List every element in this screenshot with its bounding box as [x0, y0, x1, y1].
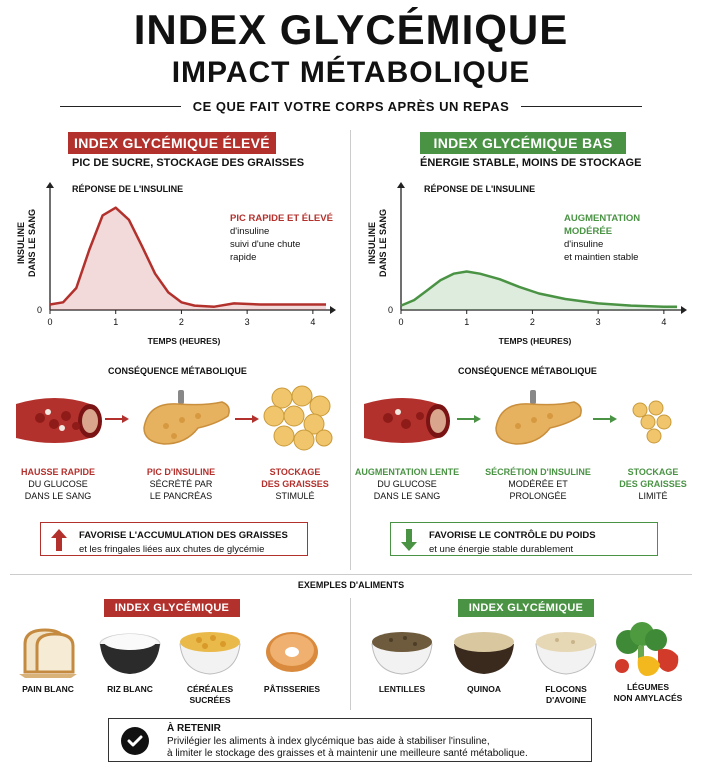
food-item: LÉGUMES NON AMYLACÉS — [608, 620, 688, 704]
low-chart-annotation: AUGMENTATION MODÉRÉE d'insuline et maint… — [564, 213, 641, 263]
food-item: FLOCONS D'AVOINE — [526, 622, 606, 706]
high-y-tick-label: 0 — [37, 305, 42, 315]
blood-vessel-icon — [364, 398, 450, 443]
high-chart-xlabel: TEMPS (HEURES) — [148, 336, 221, 346]
low-step-2: SÉCRÉTION D'INSULINE MODÉRÉE ET PROLONGÉE — [485, 467, 591, 501]
high-chart-annotation: PIC RAPIDE ET ÉLEVÉ d'insuline suivi d'u… — [230, 213, 333, 263]
lentils-bowl-icon — [371, 632, 433, 675]
high-y-axis-arrow — [46, 182, 54, 188]
low-x-tick-label: 1 — [464, 317, 469, 327]
food-item: QUINOA — [444, 622, 524, 695]
fat-cells-small-icon — [632, 400, 672, 444]
arrow-down-icon — [401, 529, 417, 551]
high-x-axis-arrow — [330, 306, 336, 314]
tagline: CE QUE FAIT VOTRE CORPS APRÈS UN REPAS — [0, 98, 702, 116]
low-x-tick-label: 2 — [530, 317, 535, 327]
flow-arrow-icon — [593, 415, 617, 423]
high-series-line — [49, 206, 326, 308]
high-effect-box: FAVORISE L'ACCUMULATION DES GRAISSES et l… — [40, 522, 308, 556]
tagline-text: CE QUE FAIT VOTRE CORPS APRÈS UN REPAS — [180, 99, 522, 114]
foods-low-badge: INDEX GLYCÉMIQUE BAS — [458, 599, 594, 632]
high-x-tick-label: 0 — [47, 317, 52, 327]
low-series-line — [400, 270, 677, 308]
takeaway-title: À RETENIR — [167, 723, 221, 734]
high-x-tick-label: 1 — [113, 317, 118, 327]
foods-high-badge: INDEX GLYCÉMIQUE ÉLEVÉ — [104, 599, 240, 632]
low-y-tick-label: 0 — [388, 305, 393, 315]
high-gi-tagline: PIC DE SUCRE, STOCKAGE DES GRAISSES — [72, 157, 305, 169]
rice-bowl-icon — [99, 633, 161, 674]
low-chart-title: RÉPONSE DE L'INSULINE — [424, 184, 536, 194]
low-step-3: STOCKAGE DES GRAISSES LIMITÉ — [619, 467, 687, 501]
low-gi-tagline: ÉNERGIE STABLE, MOINS DE STOCKAGE — [420, 157, 642, 169]
low-x-tick-label: 3 — [596, 317, 601, 327]
food-item: LENTILLES — [362, 622, 442, 695]
food-item: PÂTISSERIES — [252, 622, 332, 695]
food-column-divider — [350, 598, 351, 710]
low-x-tick-label: 4 — [661, 317, 666, 327]
page-subtitle: IMPACT MÉTABOLIQUE — [171, 56, 531, 89]
flow-arrow-icon — [457, 415, 481, 423]
high-consequence-title: CONSÉQUENCE MÉTABOLIQUE — [108, 366, 247, 376]
food-item: RIZ BLANC — [90, 622, 170, 695]
low-chart-xlabel: TEMPS (HEURES) — [499, 336, 572, 346]
high-x-tick-label: 4 — [310, 317, 315, 327]
pancreas-icon — [495, 390, 582, 445]
low-gi-badge: INDEX GLYCÉMIQUE BAS — [420, 132, 626, 154]
arrow-up-icon — [51, 529, 67, 551]
low-x-tick-label: 0 — [398, 317, 403, 327]
low-x-axis-arrow — [681, 306, 687, 314]
low-consequence-title: CONSÉQUENCE MÉTABOLIQUE — [458, 366, 597, 376]
high-insulin-chart: 0 1 2 3 4 0 TEMPS (HEURES) — [37, 182, 336, 346]
high-x-tick-label: 3 — [245, 317, 250, 327]
high-gi-badge: INDEX GLYCÉMIQUE ÉLEVÉ — [68, 132, 276, 154]
low-area-fill — [401, 271, 677, 310]
low-y-axis-arrow — [397, 182, 405, 188]
column-divider — [350, 130, 351, 570]
high-step-3: STOCKAGE DES GRAISSES STIMULÉ — [261, 467, 329, 501]
low-step-1: AUGMENTATION LENTE DU GLUCOSE DANS LE SANG — [354, 467, 460, 501]
pancreas-icon — [143, 390, 230, 445]
takeaway-line-2: à limiter le stockage des graisses et à … — [167, 748, 528, 759]
bread-icon — [19, 628, 77, 678]
flow-arrow-icon — [105, 415, 129, 423]
page-title: INDEX GLYCÉMIQUE — [133, 6, 569, 53]
key-takeaway-box: À RETENIR Privilégier les aliments à ind… — [108, 718, 592, 762]
high-area-fill — [50, 207, 326, 310]
donut-icon — [266, 632, 318, 672]
vegetables-icon — [615, 622, 679, 676]
blood-vessel-icon — [16, 398, 102, 443]
foods-section-title: EXEMPLES D'ALIMENTS — [297, 580, 405, 590]
high-chart-title: RÉPONSE DE L'INSULINE — [72, 184, 184, 194]
food-item: PAIN BLANC — [8, 622, 88, 695]
food-item: CÉRÉALES SUCRÉES — [170, 622, 250, 706]
high-step-2: PIC D'INSULINE SÉCRÉTÉ PAR LE PANCRÉAS — [146, 467, 216, 501]
oats-bowl-icon — [535, 632, 597, 675]
cereal-bowl-icon — [179, 632, 241, 675]
takeaway-line-1: Privilégier les aliments à index glycémi… — [167, 735, 490, 747]
high-x-tick-label: 2 — [179, 317, 184, 327]
check-circle-icon — [121, 727, 149, 755]
high-step-1: HAUSSE RAPIDE DU GLUCOSE DANS LE SANG — [20, 467, 95, 501]
quinoa-bowl-icon — [454, 632, 514, 674]
low-effect-box: FAVORISE LE CONTRÔLE DU POIDS et une éner… — [390, 522, 658, 556]
low-insulin-chart: 0 1 2 3 4 0 TEMPS (HEURES) — [388, 182, 687, 346]
flow-arrow-icon — [235, 415, 259, 423]
section-divider — [10, 574, 692, 575]
fat-cells-icon — [263, 385, 333, 451]
